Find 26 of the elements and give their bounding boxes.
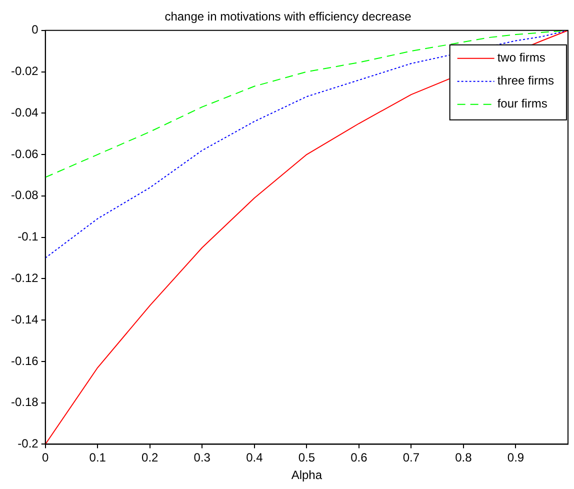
x-tick-label: 0.5 bbox=[298, 450, 316, 465]
x-tick-label: 0.9 bbox=[507, 450, 524, 465]
x-tick-label: 0.2 bbox=[142, 450, 159, 465]
y-tick-label: -0.06 bbox=[10, 146, 39, 161]
y-tick-label: -0.12 bbox=[10, 270, 39, 285]
y-tick-label: -0.1 bbox=[18, 230, 39, 244]
x-tick-label: 0.1 bbox=[89, 450, 106, 465]
y-tick-label: -0.16 bbox=[10, 354, 39, 368]
y-tick-label: -0.2 bbox=[18, 436, 39, 451]
legend-label: two firms bbox=[497, 50, 546, 65]
x-tick-label: 0 bbox=[42, 450, 50, 465]
x-tick-label: 0.4 bbox=[246, 450, 264, 465]
y-tick-label: -0.04 bbox=[10, 105, 39, 120]
x-axis-title: Alpha bbox=[291, 468, 322, 482]
y-tick-label: 0 bbox=[32, 22, 39, 37]
y-tick-label: -0.08 bbox=[10, 188, 39, 202]
y-tick-label: -0.14 bbox=[10, 312, 39, 326]
x-tick-label: 0.3 bbox=[194, 450, 211, 465]
legend-label: three firms bbox=[497, 74, 554, 88]
chart-title: change in motivations with efficiency decrease bbox=[164, 10, 412, 24]
legend-label: four firms bbox=[497, 96, 548, 111]
x-tick-label: 0.6 bbox=[350, 450, 368, 465]
x-tick-label: 0.8 bbox=[455, 450, 472, 465]
y-tick-label: -0.02 bbox=[10, 64, 39, 78]
x-tick-label: 0.7 bbox=[402, 450, 420, 465]
y-tick-label: -0.18 bbox=[10, 395, 39, 410]
